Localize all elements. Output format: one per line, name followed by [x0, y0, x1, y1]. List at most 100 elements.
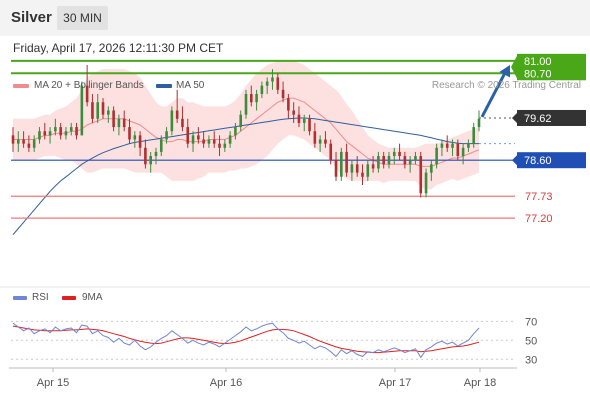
candle-body: [228, 135, 232, 144]
candle-body: [414, 156, 417, 161]
resistance-tag-pointer: [511, 55, 517, 79]
candle-body: [133, 135, 137, 140]
candle-body: [107, 110, 110, 115]
candle-body: [265, 81, 269, 86]
candle-body: [128, 127, 131, 140]
candle-body: [11, 135, 15, 144]
candle-body: [430, 164, 433, 173]
x-tick-label: Apr 17: [379, 377, 411, 389]
candle-body: [419, 156, 423, 194]
current-price-pointer: [512, 112, 517, 123]
candle-body: [239, 114, 243, 128]
candle-body: [117, 118, 121, 128]
support-1-label: 77.73: [525, 191, 553, 203]
candle-body: [22, 139, 25, 144]
candle-body: [451, 143, 454, 148]
candle-body: [75, 127, 78, 136]
candle-body: [456, 143, 460, 157]
copyright-text: Research © 2026 Trading Central: [431, 80, 581, 91]
candle-body: [424, 172, 428, 194]
candle-body: [149, 156, 152, 165]
ma20-line: [13, 97, 480, 167]
ma50-legend-swatch: [156, 84, 172, 88]
candle-body: [32, 139, 36, 148]
candle-body: [387, 156, 391, 165]
candle-body: [461, 147, 465, 157]
candle-body: [212, 139, 216, 144]
candle-body: [271, 77, 274, 82]
candle-body: [318, 139, 322, 144]
candle-body: [324, 139, 327, 144]
rsi-tick-label: 70: [525, 316, 537, 328]
candle-body: [392, 151, 396, 157]
rsi-ma-line: [12, 325, 480, 354]
candle-body: [64, 131, 68, 136]
candle-body: [287, 98, 290, 111]
resistance-2-label: 81.00: [524, 56, 552, 68]
candle-body: [377, 156, 380, 169]
candle-body: [85, 85, 89, 103]
x-tick-label: Apr 16: [210, 377, 242, 389]
candle-body: [477, 118, 481, 128]
candle-body: [101, 102, 105, 115]
ma50-line: [12, 117, 479, 236]
candle-body: [382, 156, 385, 165]
candle-body: [69, 127, 73, 132]
candle-body: [398, 151, 401, 157]
candle-body: [48, 131, 52, 136]
instrument-title: Silver: [11, 9, 52, 26]
x-tick-label: Apr 18: [464, 377, 496, 389]
candle-body: [302, 118, 306, 123]
current-price-tag: [517, 109, 586, 126]
candle-body: [218, 143, 221, 148]
candle-body: [244, 93, 248, 115]
candle-body: [313, 131, 317, 144]
candle-body: [54, 127, 57, 132]
candle-body: [27, 143, 31, 148]
candle-body: [234, 127, 237, 136]
resistance-1-label: 80.70: [524, 68, 552, 80]
candle-body: [159, 139, 163, 152]
ma50-legend-label: MA 50: [176, 80, 205, 91]
candle-body: [440, 143, 444, 148]
candle-body: [361, 172, 364, 177]
candle-body: [366, 164, 370, 177]
forecast-arrowhead: [499, 64, 511, 78]
candle-body: [181, 118, 184, 128]
candle-body: [170, 110, 174, 132]
timestamp: Friday, April 17, 2026 12:11:30 PM CET: [13, 41, 224, 55]
candle-body: [445, 143, 449, 148]
candle-body: [197, 135, 200, 140]
timeframe-badge[interactable]: 30 MIN: [57, 6, 108, 30]
candle-body: [112, 110, 115, 128]
support-2-label: 77.20: [525, 213, 553, 225]
rsi-line: [12, 322, 480, 359]
candle-body: [202, 139, 205, 144]
x-tick-label: Apr 15: [37, 377, 69, 389]
candle-body: [255, 93, 258, 103]
pivot-label: 78.60: [524, 155, 552, 167]
rsi-legend-label: RSI: [32, 292, 49, 303]
candle-body: [138, 135, 142, 148]
candle-body: [281, 89, 285, 99]
candle-body: [467, 143, 470, 148]
forecast-arrow-shaft: [480, 70, 508, 118]
pivot-tag: [517, 152, 586, 169]
candle-body: [80, 85, 84, 136]
candle-body: [223, 143, 227, 148]
candle-body: [186, 127, 190, 144]
pivot-tag-pointer: [512, 155, 517, 166]
candle-body: [154, 151, 158, 157]
candle-body: [191, 135, 195, 144]
candle-body: [334, 160, 338, 177]
candle-body: [403, 156, 407, 165]
candle-body: [122, 118, 126, 128]
rsi-tick-label: 30: [525, 354, 537, 366]
candle-body: [260, 85, 264, 94]
candle-body: [472, 127, 476, 144]
candle-body: [249, 93, 253, 103]
candle-body: [175, 110, 179, 119]
candle-body: [43, 131, 47, 136]
rsi-legend-swatch: [13, 296, 27, 300]
